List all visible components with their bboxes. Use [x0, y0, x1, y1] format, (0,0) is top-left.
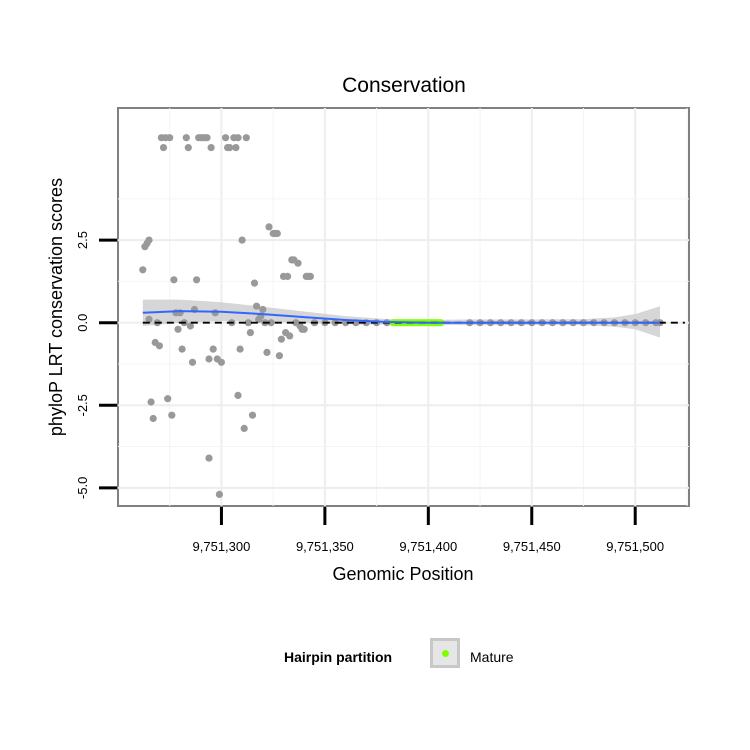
data-point [244, 319, 252, 327]
data-point [217, 358, 225, 366]
data-point [166, 134, 174, 142]
data-point [267, 319, 275, 327]
x-tick-label: 9,751,450 [503, 539, 561, 554]
data-point [145, 236, 153, 244]
data-point [222, 134, 230, 142]
legend: Hairpin partition Mature [0, 636, 750, 680]
x-axis: 9,751,300 9,751,350 9,751,400 9,751,450 9,75… [193, 507, 664, 554]
data-point [286, 332, 294, 340]
x-tick-label: 9,751,300 [193, 539, 251, 554]
data-point [193, 276, 201, 284]
data-point [209, 345, 217, 353]
data-point [170, 276, 178, 284]
data-point [211, 309, 219, 317]
data-points-layer [139, 134, 664, 498]
y-axis-label: phyloP LRT conservation scores [46, 178, 66, 436]
data-point [236, 345, 244, 353]
y-tick-label: -2.5 [75, 394, 90, 416]
data-point [263, 348, 271, 356]
chart-title: Conservation [342, 74, 466, 97]
legend-label-mature: Mature [470, 649, 514, 665]
x-tick-label: 9,751,350 [296, 539, 354, 554]
data-point [273, 229, 281, 238]
legend-title: Hairpin partition [284, 649, 393, 665]
x-tick-label: 9,751,400 [399, 539, 457, 554]
data-point [250, 279, 259, 287]
data-point [238, 236, 246, 244]
data-point [178, 345, 186, 353]
data-point [259, 305, 267, 314]
data-point [234, 134, 242, 142]
data-point [149, 414, 157, 423]
data-point [205, 355, 213, 363]
data-point [147, 398, 155, 406]
y-axis: -5.0 -2.5 0.0 2.5 [75, 231, 117, 499]
data-point [284, 272, 292, 280]
confidence-ribbon-layer [142, 299, 661, 338]
smooth-line-layer [142, 310, 660, 324]
x-tick-label: 9,751,500 [606, 539, 664, 554]
data-point [145, 315, 153, 323]
data-point [234, 391, 242, 399]
data-point [300, 325, 308, 333]
legend-dot-mature [442, 650, 449, 657]
data-point [277, 335, 285, 343]
data-point [265, 223, 273, 231]
data-point [182, 134, 190, 142]
data-point [275, 352, 283, 360]
data-point [186, 322, 194, 330]
data-point [306, 272, 314, 280]
data-point [168, 411, 176, 419]
data-point [240, 424, 248, 432]
data-point [253, 302, 261, 310]
legend-key-mature [430, 638, 460, 668]
data-point [248, 411, 257, 419]
data-point [139, 266, 147, 274]
data-point [294, 259, 302, 267]
data-point [207, 144, 215, 152]
data-point [174, 325, 182, 333]
confidence-ribbon [142, 299, 661, 338]
y-tick-label: 2.5 [75, 231, 90, 249]
y-tick-label: -5.0 [75, 477, 90, 499]
data-point [215, 490, 223, 498]
smooth-line [142, 310, 660, 324]
data-point [188, 358, 197, 366]
y-tick-label: 0.0 [75, 314, 90, 332]
data-point [159, 144, 168, 152]
data-point [203, 134, 211, 142]
data-point [246, 329, 254, 337]
data-point [242, 134, 250, 142]
data-point [226, 144, 234, 152]
data-point [184, 144, 192, 152]
x-axis-label: Genomic Position [332, 564, 473, 584]
data-point [232, 144, 240, 152]
data-point [205, 454, 213, 462]
data-point [164, 395, 172, 403]
data-point [155, 342, 163, 350]
